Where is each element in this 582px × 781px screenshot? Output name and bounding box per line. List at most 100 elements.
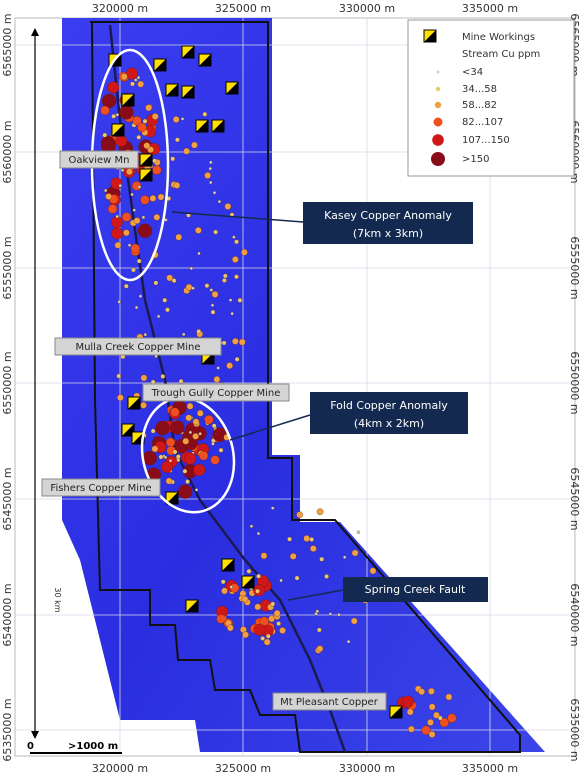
- y-label: 6540000 m: [568, 583, 581, 646]
- sample-dot: [408, 725, 415, 733]
- sample-dot: [141, 215, 146, 220]
- sample-dot: [117, 394, 124, 401]
- sample-dot: [178, 484, 193, 499]
- sample-dot: [115, 134, 128, 147]
- sample-dot: [351, 549, 359, 557]
- sample-dot: [134, 78, 138, 82]
- sample-dot: [119, 105, 134, 120]
- sample-dot: [123, 229, 130, 237]
- sample-dot: [194, 488, 199, 492]
- sample-dot: [175, 454, 181, 459]
- sample-dot: [216, 614, 226, 624]
- sample-dot: [337, 613, 341, 617]
- sample-dot: [229, 585, 233, 589]
- sample-dot: [143, 142, 151, 150]
- sample-dot: [427, 719, 434, 726]
- place-label: Oakview Mn: [69, 155, 130, 166]
- sample-dot: [209, 288, 213, 292]
- sample-dot: [145, 104, 153, 112]
- sample-dot: [194, 227, 202, 234]
- sample-dot: [116, 373, 122, 379]
- arrow-head: [31, 731, 39, 739]
- sample-dot: [136, 76, 141, 80]
- x-label: 320000 m: [92, 762, 148, 775]
- x-axis-top: 320000 m 325000 m 330000 m 335000 m: [92, 2, 518, 15]
- sample-dot: [314, 612, 318, 616]
- sample-dot: [175, 233, 183, 241]
- sample-dot: [188, 430, 193, 435]
- mine-half: [112, 124, 124, 136]
- sample-dot: [192, 432, 199, 440]
- sample-dot: [105, 193, 112, 200]
- sample-dot: [260, 636, 266, 641]
- mine-half: [222, 559, 234, 571]
- x-label: 330000 m: [339, 2, 395, 15]
- sample-dot: [130, 192, 134, 197]
- sample-dot: [197, 251, 201, 256]
- sample-dot: [259, 616, 269, 626]
- sample-dot: [209, 180, 213, 185]
- sample-dot: [191, 286, 195, 290]
- x-axis-bottom: 320000 m 325000 m 330000 m 335000 m: [92, 762, 518, 775]
- mine-half: [140, 154, 152, 166]
- callout-size: (7km x 3km): [353, 227, 423, 240]
- sample-dot: [138, 294, 143, 298]
- mine-half: [199, 54, 211, 66]
- sample-dot: [165, 477, 173, 485]
- sample-dot: [182, 468, 188, 474]
- legend-label: 34...58: [462, 84, 497, 95]
- sample-dot: [182, 332, 186, 337]
- sample-dot: [228, 298, 233, 302]
- sample-dot: [249, 524, 254, 528]
- mine-half: [128, 397, 140, 409]
- sample-dot: [287, 536, 292, 542]
- sample-dot: [437, 715, 443, 721]
- sample-dot: [224, 203, 232, 210]
- sample-dot: [428, 703, 436, 711]
- sample-dot: [255, 588, 260, 594]
- sample-dot: [202, 111, 208, 117]
- sample-dot: [445, 693, 453, 701]
- sample-dot: [216, 366, 220, 370]
- y-label: 6565000 m: [1, 13, 14, 76]
- sample-dot: [123, 283, 129, 289]
- sample-dot: [226, 362, 233, 369]
- sample-dot: [107, 81, 120, 94]
- sample-dot: [114, 241, 122, 249]
- leader-line: [229, 414, 311, 441]
- sample-dot: [193, 463, 206, 476]
- sample-dot: [211, 291, 219, 298]
- mine-icon: [241, 575, 255, 589]
- sample-dot: [211, 423, 217, 429]
- sample-dot: [315, 609, 320, 613]
- mine-half: [182, 86, 194, 98]
- sample-dot: [151, 113, 159, 120]
- sample-dot: [303, 535, 311, 542]
- mine-icon: [121, 93, 135, 107]
- sample-dot: [184, 452, 197, 465]
- sample-dot: [130, 243, 140, 254]
- sample-dot: [346, 640, 351, 644]
- sample-dot: [185, 414, 193, 422]
- callout-box: [310, 392, 468, 434]
- sample-dot: [185, 479, 190, 484]
- scale-bar-label: >1000 m: [68, 741, 118, 752]
- mine-icon: [225, 81, 239, 95]
- sample-dot: [234, 356, 240, 362]
- legend-label: Mine Workings: [462, 32, 535, 43]
- sample-dot: [120, 73, 128, 81]
- y-label: 6555000 m: [568, 236, 581, 299]
- sample-dot: [137, 122, 147, 133]
- sample-dot: [289, 553, 297, 560]
- legend-symbol: [431, 152, 445, 166]
- sample-dot: [406, 708, 414, 716]
- sample-dot: [111, 227, 124, 240]
- callouts: Kasey Copper Anomaly (7km x 3km) Fold Co…: [303, 202, 488, 602]
- sample-dot: [242, 631, 249, 639]
- sample-dot: [421, 725, 431, 735]
- sample-dot: [152, 158, 158, 164]
- mine-icon: [185, 599, 199, 613]
- mine-icon: [111, 123, 125, 137]
- label-box: [142, 383, 290, 402]
- sample-dot: [165, 307, 170, 313]
